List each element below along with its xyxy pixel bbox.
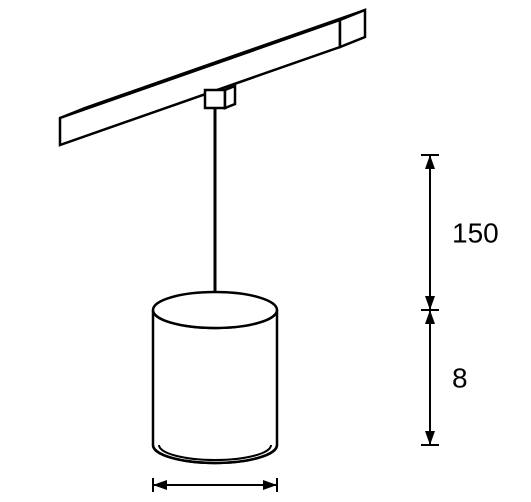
dimension-vertical: 150 8 xyxy=(421,155,499,445)
technical-diagram: 150 8 xyxy=(0,0,531,502)
dimension-label-150: 150 xyxy=(452,218,499,249)
connector-block xyxy=(205,86,235,108)
cylinder-body xyxy=(153,292,277,463)
track-bar xyxy=(60,10,365,145)
dimension-label-8: 8 xyxy=(452,363,468,394)
dimension-diameter xyxy=(153,478,277,492)
